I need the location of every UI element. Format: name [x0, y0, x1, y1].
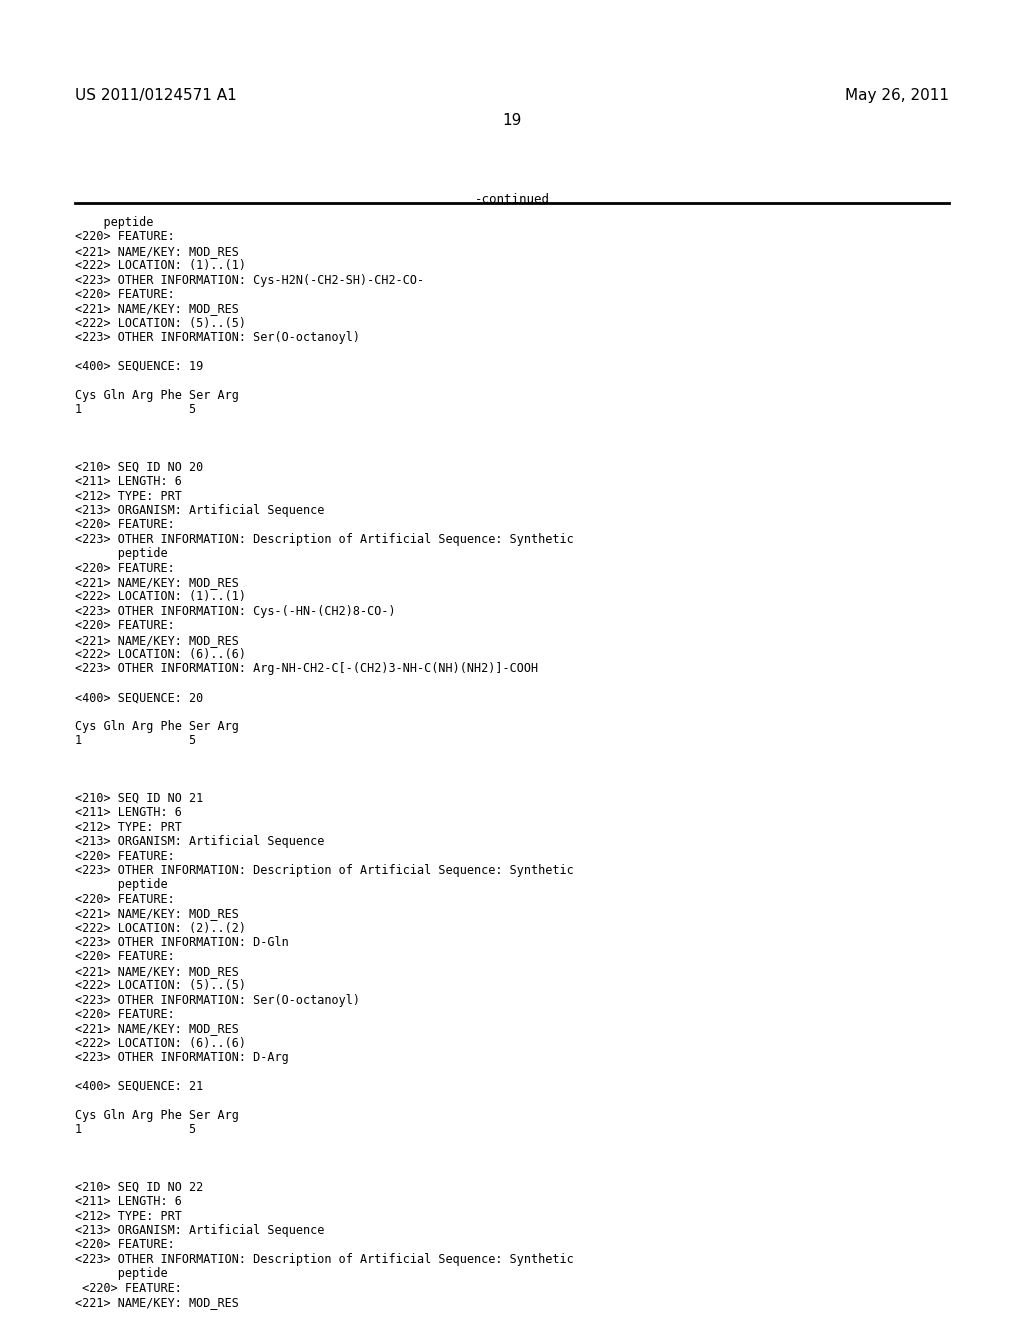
Text: peptide: peptide	[75, 1267, 168, 1280]
Text: Cys Gln Arg Phe Ser Arg: Cys Gln Arg Phe Ser Arg	[75, 389, 239, 401]
Text: <220> FEATURE:: <220> FEATURE:	[75, 231, 175, 243]
Text: <211> LENGTH: 6: <211> LENGTH: 6	[75, 807, 182, 820]
Text: <400> SEQUENCE: 20: <400> SEQUENCE: 20	[75, 692, 203, 704]
Text: <220> FEATURE:: <220> FEATURE:	[75, 850, 175, 862]
Text: <220> FEATURE:: <220> FEATURE:	[75, 288, 175, 301]
Text: <220> FEATURE:: <220> FEATURE:	[75, 950, 175, 964]
Text: 1               5: 1 5	[75, 734, 197, 747]
Text: <221> NAME/KEY: MOD_RES: <221> NAME/KEY: MOD_RES	[75, 1023, 239, 1035]
Text: <212> TYPE: PRT: <212> TYPE: PRT	[75, 821, 182, 834]
Text: <222> LOCATION: (6)..(6): <222> LOCATION: (6)..(6)	[75, 1036, 246, 1049]
Text: <220> FEATURE:: <220> FEATURE:	[75, 519, 175, 532]
Text: peptide: peptide	[75, 878, 168, 891]
Text: <210> SEQ ID NO 22: <210> SEQ ID NO 22	[75, 1181, 203, 1193]
Text: US 2011/0124571 A1: US 2011/0124571 A1	[75, 88, 237, 103]
Text: -continued: -continued	[474, 193, 550, 206]
Text: <220> FEATURE:: <220> FEATURE:	[75, 561, 175, 574]
Text: <213> ORGANISM: Artificial Sequence: <213> ORGANISM: Artificial Sequence	[75, 504, 325, 517]
Text: <213> ORGANISM: Artificial Sequence: <213> ORGANISM: Artificial Sequence	[75, 836, 325, 849]
Text: <222> LOCATION: (2)..(2): <222> LOCATION: (2)..(2)	[75, 921, 246, 935]
Text: <400> SEQUENCE: 19: <400> SEQUENCE: 19	[75, 360, 203, 374]
Text: May 26, 2011: May 26, 2011	[845, 88, 949, 103]
Text: peptide: peptide	[75, 216, 154, 228]
Text: <220> FEATURE:: <220> FEATURE:	[75, 1282, 182, 1295]
Text: <220> FEATURE:: <220> FEATURE:	[75, 1008, 175, 1020]
Text: <213> ORGANISM: Artificial Sequence: <213> ORGANISM: Artificial Sequence	[75, 1224, 325, 1237]
Text: 19: 19	[503, 114, 521, 128]
Text: <223> OTHER INFORMATION: Arg-NH-CH2-C[-(CH2)3-NH-C(NH)(NH2)]-COOH: <223> OTHER INFORMATION: Arg-NH-CH2-C[-(…	[75, 663, 539, 676]
Text: Cys Gln Arg Phe Ser Arg: Cys Gln Arg Phe Ser Arg	[75, 1109, 239, 1122]
Text: <223> OTHER INFORMATION: Cys-(-HN-(CH2)8-CO-): <223> OTHER INFORMATION: Cys-(-HN-(CH2)8…	[75, 605, 395, 618]
Text: <400> SEQUENCE: 21: <400> SEQUENCE: 21	[75, 1080, 203, 1093]
Text: <223> OTHER INFORMATION: Description of Artificial Sequence: Synthetic: <223> OTHER INFORMATION: Description of …	[75, 533, 573, 545]
Text: Cys Gln Arg Phe Ser Arg: Cys Gln Arg Phe Ser Arg	[75, 719, 239, 733]
Text: <211> LENGTH: 6: <211> LENGTH: 6	[75, 475, 182, 488]
Text: <210> SEQ ID NO 21: <210> SEQ ID NO 21	[75, 792, 203, 805]
Text: <223> OTHER INFORMATION: Description of Artificial Sequence: Synthetic: <223> OTHER INFORMATION: Description of …	[75, 1253, 573, 1266]
Text: <212> TYPE: PRT: <212> TYPE: PRT	[75, 490, 182, 503]
Text: <222> LOCATION: (1)..(1): <222> LOCATION: (1)..(1)	[75, 259, 246, 272]
Text: <220> FEATURE:: <220> FEATURE:	[75, 619, 175, 632]
Text: 1               5: 1 5	[75, 1123, 197, 1137]
Text: <211> LENGTH: 6: <211> LENGTH: 6	[75, 1195, 182, 1208]
Text: <221> NAME/KEY: MOD_RES: <221> NAME/KEY: MOD_RES	[75, 1296, 239, 1309]
Text: <222> LOCATION: (5)..(5): <222> LOCATION: (5)..(5)	[75, 979, 246, 993]
Text: <221> NAME/KEY: MOD_RES: <221> NAME/KEY: MOD_RES	[75, 965, 239, 978]
Text: <210> SEQ ID NO 20: <210> SEQ ID NO 20	[75, 461, 203, 474]
Text: <221> NAME/KEY: MOD_RES: <221> NAME/KEY: MOD_RES	[75, 907, 239, 920]
Text: <221> NAME/KEY: MOD_RES: <221> NAME/KEY: MOD_RES	[75, 302, 239, 315]
Text: <223> OTHER INFORMATION: D-Gln: <223> OTHER INFORMATION: D-Gln	[75, 936, 289, 949]
Text: <221> NAME/KEY: MOD_RES: <221> NAME/KEY: MOD_RES	[75, 244, 239, 257]
Text: <223> OTHER INFORMATION: D-Arg: <223> OTHER INFORMATION: D-Arg	[75, 1051, 289, 1064]
Text: <220> FEATURE:: <220> FEATURE:	[75, 892, 175, 906]
Text: <223> OTHER INFORMATION: Ser(O-octanoyl): <223> OTHER INFORMATION: Ser(O-octanoyl)	[75, 994, 360, 1007]
Text: <220> FEATURE:: <220> FEATURE:	[75, 1238, 175, 1251]
Text: peptide: peptide	[75, 548, 168, 560]
Text: <221> NAME/KEY: MOD_RES: <221> NAME/KEY: MOD_RES	[75, 576, 239, 589]
Text: <222> LOCATION: (5)..(5): <222> LOCATION: (5)..(5)	[75, 317, 246, 330]
Text: <222> LOCATION: (6)..(6): <222> LOCATION: (6)..(6)	[75, 648, 246, 661]
Text: <212> TYPE: PRT: <212> TYPE: PRT	[75, 1209, 182, 1222]
Text: <221> NAME/KEY: MOD_RES: <221> NAME/KEY: MOD_RES	[75, 634, 239, 647]
Text: 1               5: 1 5	[75, 403, 197, 416]
Text: <223> OTHER INFORMATION: Cys-H2N(-CH2-SH)-CH2-CO-: <223> OTHER INFORMATION: Cys-H2N(-CH2-SH…	[75, 273, 424, 286]
Text: <222> LOCATION: (1)..(1): <222> LOCATION: (1)..(1)	[75, 590, 246, 603]
Text: <223> OTHER INFORMATION: Description of Artificial Sequence: Synthetic: <223> OTHER INFORMATION: Description of …	[75, 865, 573, 876]
Text: <223> OTHER INFORMATION: Ser(O-octanoyl): <223> OTHER INFORMATION: Ser(O-octanoyl)	[75, 331, 360, 345]
